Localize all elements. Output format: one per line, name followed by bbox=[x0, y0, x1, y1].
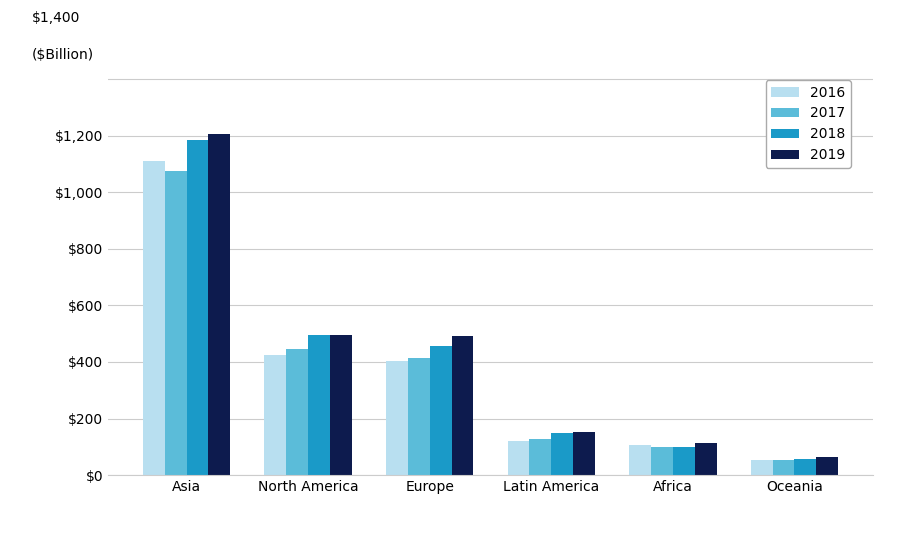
Bar bbox=[286, 349, 308, 475]
Bar bbox=[308, 335, 330, 475]
Bar bbox=[795, 459, 816, 475]
Bar bbox=[330, 335, 352, 475]
Legend: 2016, 2017, 2018, 2019: 2016, 2017, 2018, 2019 bbox=[766, 80, 850, 168]
Bar bbox=[386, 361, 408, 475]
Bar bbox=[265, 355, 286, 475]
Bar bbox=[816, 457, 838, 475]
Bar bbox=[552, 433, 573, 475]
Bar bbox=[751, 461, 772, 475]
Bar bbox=[452, 336, 473, 475]
Bar bbox=[629, 446, 651, 475]
Bar bbox=[573, 432, 595, 475]
Text: ($Billion): ($Billion) bbox=[32, 49, 94, 63]
Text: $1,400: $1,400 bbox=[32, 11, 80, 25]
Bar bbox=[186, 140, 209, 475]
Bar bbox=[209, 134, 230, 475]
Bar bbox=[429, 347, 452, 475]
Bar bbox=[772, 461, 795, 475]
Bar bbox=[651, 447, 673, 475]
Bar bbox=[143, 161, 165, 475]
Bar bbox=[529, 439, 552, 475]
Bar bbox=[508, 441, 529, 475]
Bar bbox=[165, 171, 186, 475]
Bar bbox=[673, 447, 695, 475]
Bar bbox=[408, 357, 429, 475]
Bar bbox=[695, 443, 716, 475]
